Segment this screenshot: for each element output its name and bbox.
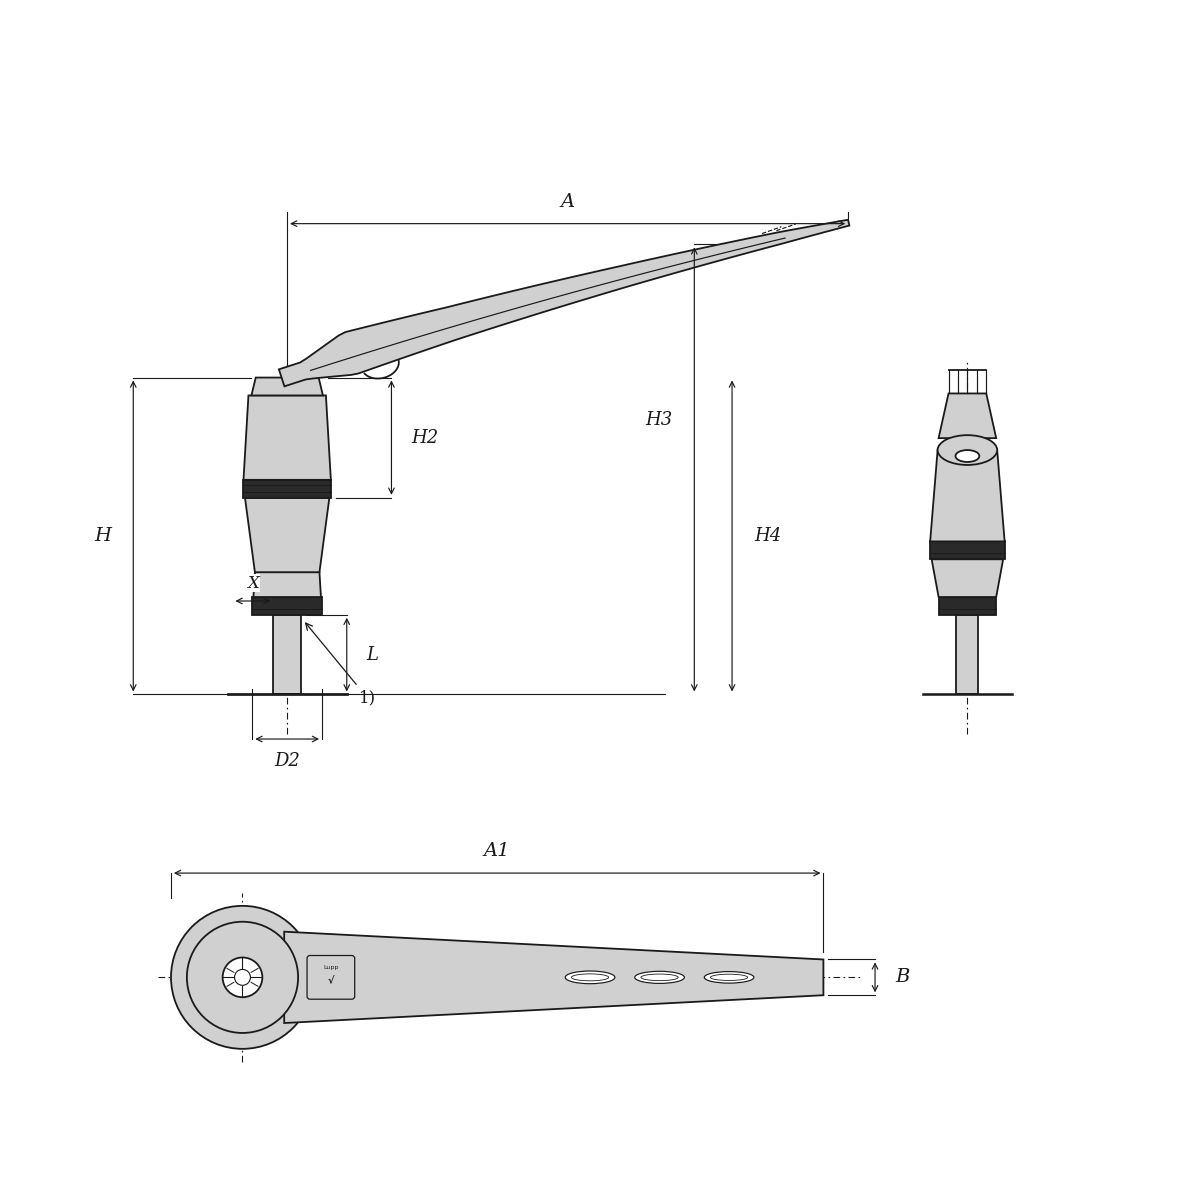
Text: L: L (367, 646, 378, 664)
Ellipse shape (937, 436, 997, 464)
Polygon shape (930, 541, 1004, 559)
Ellipse shape (171, 906, 314, 1049)
Polygon shape (931, 559, 1003, 598)
Text: D2: D2 (275, 752, 300, 770)
Polygon shape (273, 614, 301, 695)
Text: A: A (560, 193, 574, 211)
Polygon shape (930, 450, 1004, 541)
Polygon shape (938, 394, 996, 438)
Ellipse shape (635, 971, 684, 983)
Polygon shape (938, 598, 996, 614)
Ellipse shape (565, 971, 615, 984)
Polygon shape (244, 396, 331, 480)
Text: H2: H2 (411, 428, 438, 446)
Text: H: H (94, 527, 111, 545)
Polygon shape (245, 498, 330, 572)
Polygon shape (956, 614, 978, 695)
Text: B: B (896, 968, 910, 986)
Ellipse shape (955, 450, 979, 462)
Ellipse shape (710, 974, 747, 980)
Text: H4: H4 (753, 527, 781, 545)
Ellipse shape (641, 974, 678, 980)
Polygon shape (252, 378, 322, 396)
Text: 1): 1) (306, 623, 376, 707)
Text: √: √ (327, 977, 334, 986)
Ellipse shape (187, 922, 298, 1033)
Polygon shape (279, 220, 849, 386)
Text: H3: H3 (645, 410, 672, 428)
Ellipse shape (572, 974, 609, 980)
Ellipse shape (234, 970, 251, 985)
Text: A1: A1 (484, 842, 511, 860)
Polygon shape (284, 931, 824, 1024)
Text: X: X (247, 575, 259, 592)
FancyBboxPatch shape (307, 955, 355, 1000)
Ellipse shape (704, 972, 753, 983)
Text: Lupp: Lupp (324, 965, 339, 970)
Polygon shape (252, 598, 322, 614)
Polygon shape (244, 480, 331, 498)
Ellipse shape (222, 958, 263, 997)
Polygon shape (253, 572, 321, 598)
